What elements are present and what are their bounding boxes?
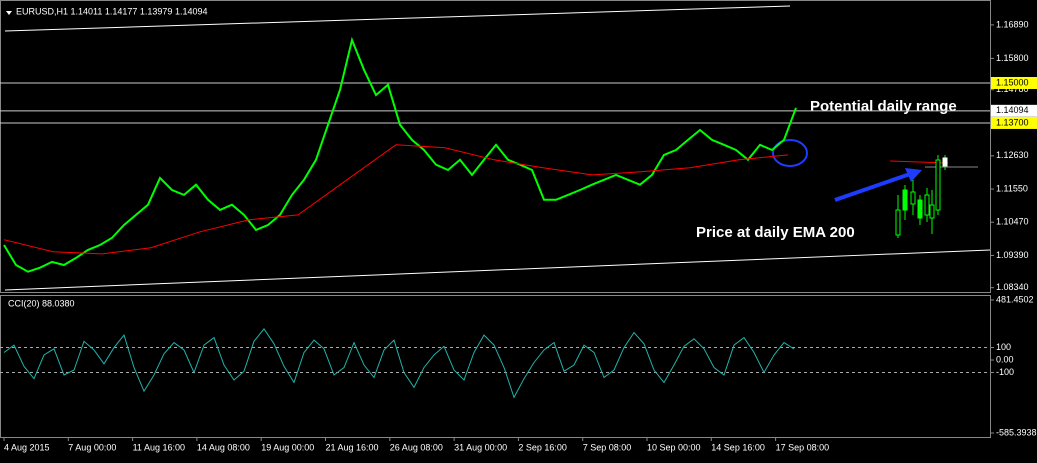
- level-label: 1.14094: [996, 105, 1029, 115]
- daily-candles: [889, 155, 978, 238]
- series-line: [3, 144, 789, 255]
- y-tick-label: 1.12630: [996, 150, 1029, 160]
- x-tick-label: 31 Aug 00:00: [454, 442, 507, 452]
- x-tick-label: 17 Sep 08:00: [776, 442, 830, 452]
- y-tick-label: 481.4502: [996, 294, 1034, 304]
- x-tick-label: 4 Aug 2015: [4, 442, 50, 452]
- chart-title: EURUSD,H1 1.14011 1.14177 1.13979 1.1409…: [16, 6, 207, 16]
- x-tick-label: 7 Sep 08:00: [583, 442, 632, 452]
- price-pane: [0, 0, 991, 293]
- menu-icon: [6, 11, 12, 15]
- level-label-box: [991, 116, 1037, 129]
- arrow: [834, 172, 911, 202]
- level-label-box: [991, 76, 1037, 89]
- arrow-head: [905, 168, 922, 182]
- y-tick-label: -100: [996, 367, 1014, 377]
- x-tick-label: 10 Sep 00:00: [647, 442, 701, 452]
- x-tick-label: 7 Aug 00:00: [68, 442, 116, 452]
- x-tick-label: 21 Aug 16:00: [326, 442, 379, 452]
- annotation: Potential daily range: [810, 98, 957, 115]
- x-tick-label: 14 Sep 16:00: [711, 442, 765, 452]
- series-line: [3, 36, 797, 273]
- y-tick-label: 1.08340: [996, 282, 1029, 292]
- highlight-circle: [772, 139, 808, 167]
- trend-line: [4, 249, 991, 291]
- x-tick-label: 14 Aug 08:00: [197, 442, 250, 452]
- level-label-box: [991, 104, 1037, 117]
- annotation: Price at daily EMA 200: [696, 224, 855, 241]
- x-tick-label: 11 Aug 16:00: [133, 442, 185, 452]
- y-tick-label: -585.3938: [996, 427, 1037, 437]
- trend-line: [4, 5, 791, 32]
- y-tick-label: 0.00: [996, 354, 1014, 364]
- x-tick-label: 26 Aug 08:00: [390, 442, 443, 452]
- y-tick-label: 1.11550: [996, 183, 1028, 193]
- y-tick-label: 1.15800: [996, 53, 1029, 63]
- y-tick-label: 1.14780: [996, 84, 1029, 94]
- series-line: [3, 328, 795, 399]
- level-label: 1.13700: [996, 117, 1029, 127]
- y-tick-label: 1.10470: [996, 217, 1029, 227]
- indicator-title: CCI(20) 88.0380: [8, 298, 75, 308]
- y-tick-label: 100: [996, 342, 1011, 352]
- x-tick-label: 2 Sep 16:00: [518, 442, 567, 452]
- x-tick-label: 19 Aug 00:00: [261, 442, 314, 452]
- cci-pane: [0, 295, 991, 438]
- y-tick-label: 1.16890: [996, 19, 1029, 29]
- y-tick-label: 1.09390: [996, 250, 1029, 260]
- level-label: 1.15000: [996, 77, 1029, 87]
